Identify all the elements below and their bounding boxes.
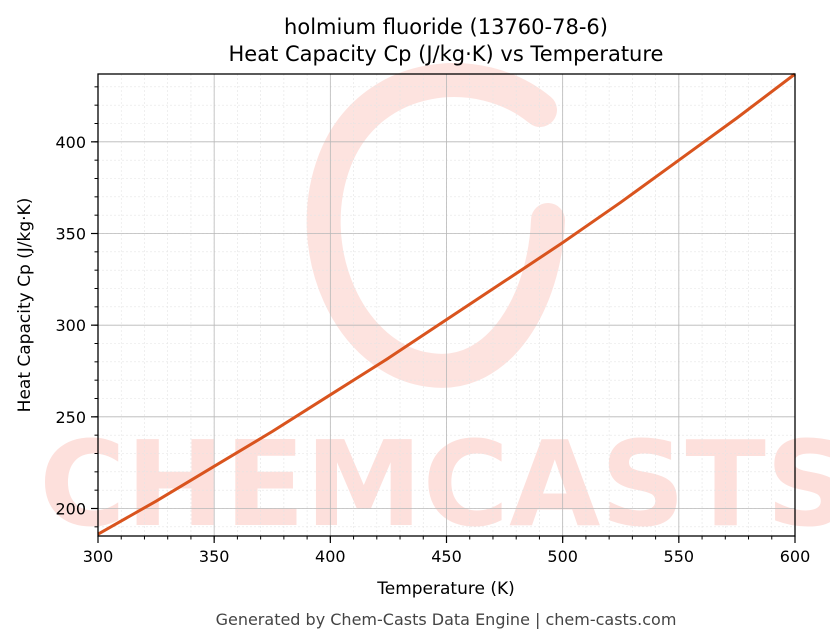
- x-tick-label: 450: [431, 547, 462, 566]
- x-axis-label: Temperature (K): [376, 579, 515, 599]
- chart-title: holmium fluoride (13760-78-6): [284, 15, 608, 39]
- chart-subtitle: Heat Capacity Cp (J/kg·K) vs Temperature: [229, 42, 664, 66]
- footer-credit: Generated by Chem-Casts Data Engine | ch…: [216, 610, 677, 629]
- y-axis-label: Heat Capacity Cp (J/kg·K): [15, 198, 35, 413]
- x-tick-label: 600: [780, 547, 811, 566]
- watermark: CHEMCASTS: [39, 63, 830, 553]
- y-tick-label: 200: [55, 500, 86, 519]
- series-layer: [97, 72, 796, 536]
- y-axis: 200 250 300 350 400: [55, 86, 98, 528]
- x-axis: 300 350 400 450 500 550 600: [83, 536, 811, 566]
- x-tick-label: 400: [315, 547, 346, 566]
- y-tick-label: 350: [55, 225, 86, 244]
- y-tick-label: 250: [55, 408, 86, 427]
- series-line: [97, 72, 796, 536]
- x-tick-label: 350: [199, 547, 230, 566]
- x-tick-label: 300: [83, 547, 114, 566]
- x-tick-label: 500: [547, 547, 578, 566]
- y-tick-label: 400: [55, 133, 86, 152]
- watermark-text: CHEMCASTS: [39, 415, 830, 553]
- watermark-logo-swirl: [306, 63, 565, 388]
- x-tick-label: 550: [664, 547, 695, 566]
- y-tick-label: 300: [55, 316, 86, 335]
